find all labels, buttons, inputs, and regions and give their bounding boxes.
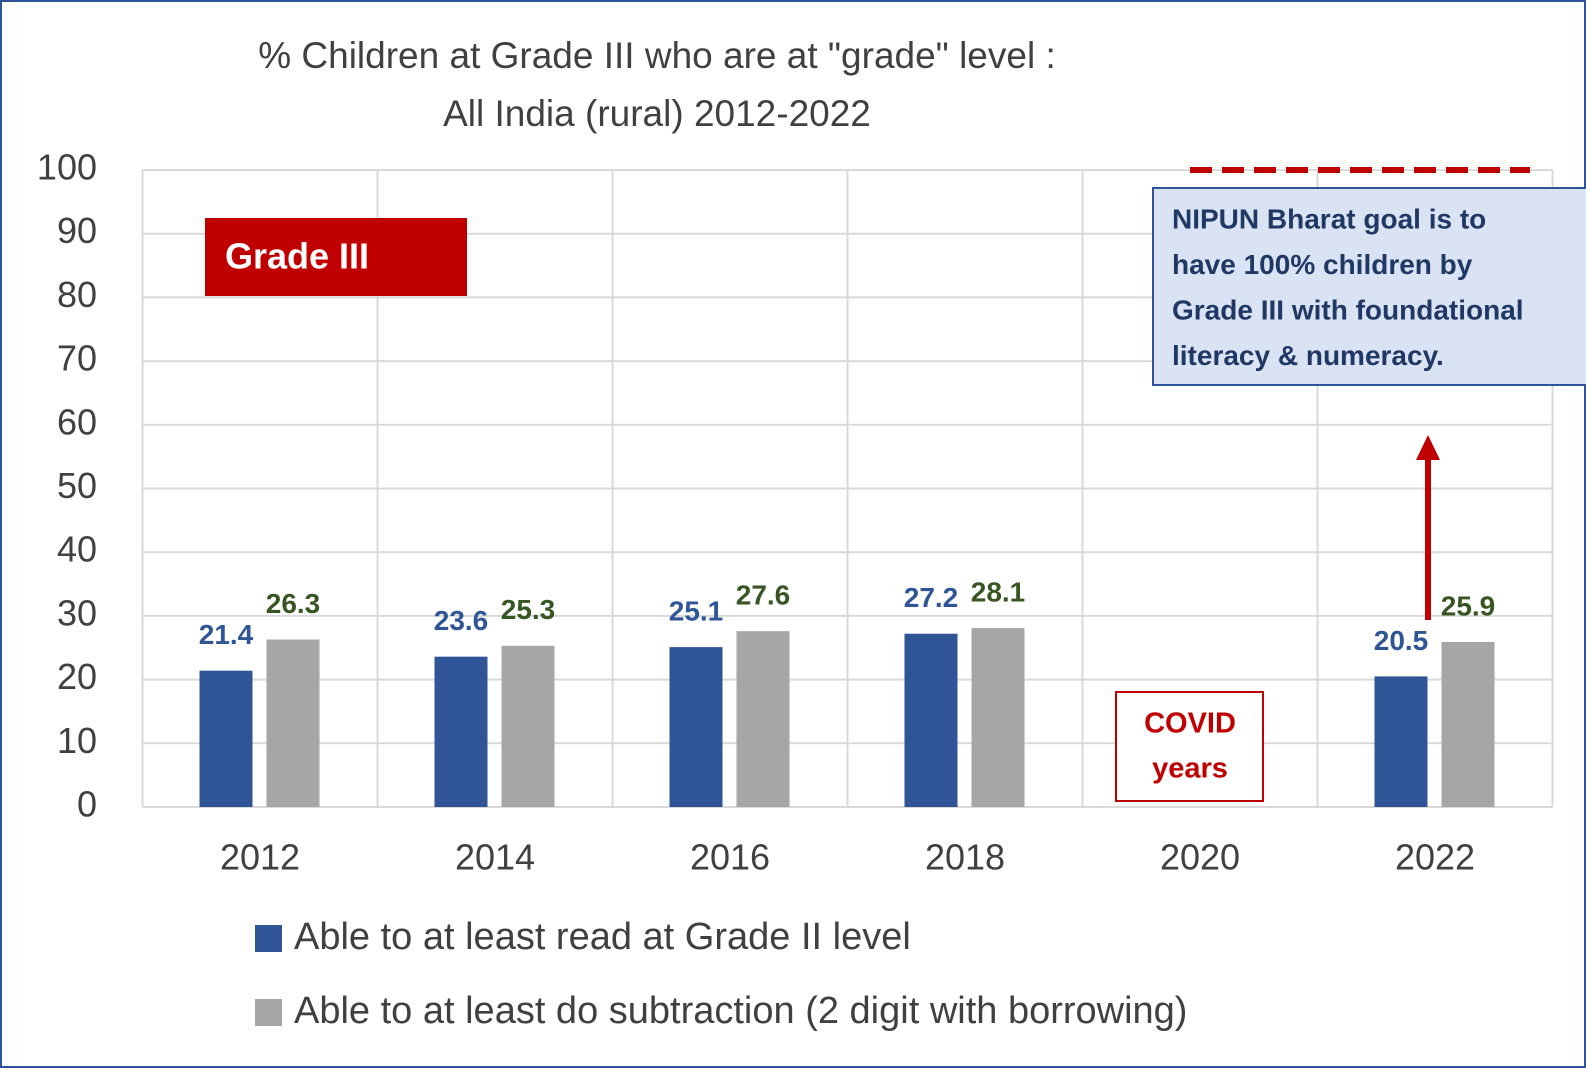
legend-swatch bbox=[255, 925, 282, 952]
y-tick-label: 100 bbox=[37, 147, 97, 188]
y-tick-label: 40 bbox=[57, 529, 97, 570]
data-label: 28.1 bbox=[971, 576, 1026, 607]
x-tick-label: 2018 bbox=[925, 837, 1005, 878]
x-tick-label: 2022 bbox=[1395, 837, 1475, 878]
arrow-head bbox=[1416, 435, 1440, 460]
x-tick-label: 2016 bbox=[690, 837, 770, 878]
y-tick-label: 50 bbox=[57, 465, 97, 506]
data-label: 25.1 bbox=[669, 596, 724, 627]
goal-label: have 100% children by bbox=[1172, 249, 1473, 280]
grade-label: Grade III bbox=[225, 236, 369, 277]
bar bbox=[434, 656, 488, 807]
x-tick-label: 2014 bbox=[455, 837, 535, 878]
x-tick-label: 2012 bbox=[220, 837, 300, 878]
y-tick-label: 60 bbox=[57, 401, 97, 442]
grade-box bbox=[205, 218, 467, 296]
bar bbox=[669, 647, 723, 807]
covid-label: COVID bbox=[1144, 708, 1236, 740]
data-label: 21.4 bbox=[199, 619, 254, 650]
data-label: 20.5 bbox=[1374, 625, 1429, 656]
data-label: 27.6 bbox=[736, 580, 791, 611]
goal-label: literacy & numeracy. bbox=[1172, 340, 1444, 371]
y-tick-label: 30 bbox=[57, 592, 97, 633]
data-label: 25.9 bbox=[1441, 590, 1496, 621]
y-tick-label: 70 bbox=[57, 338, 97, 379]
goal-label: Grade III with foundational bbox=[1172, 294, 1524, 325]
bar bbox=[904, 633, 958, 807]
data-label: 23.6 bbox=[434, 605, 489, 636]
data-label: 25.3 bbox=[501, 594, 556, 625]
chart-title: % Children at Grade III who are at "grad… bbox=[258, 35, 1056, 76]
legend-label: Able to at least do subtraction (2 digit… bbox=[294, 990, 1187, 1032]
data-label: 27.2 bbox=[904, 582, 959, 613]
bar bbox=[199, 670, 253, 807]
bar bbox=[266, 639, 320, 807]
y-tick-label: 80 bbox=[57, 274, 97, 315]
covid-box bbox=[1115, 691, 1264, 802]
bar bbox=[501, 645, 555, 807]
goal-label: NIPUN Bharat goal is to bbox=[1172, 203, 1486, 234]
covid-label: years bbox=[1152, 753, 1228, 785]
legend-label: Able to at least read at Grade II level bbox=[294, 916, 911, 958]
y-tick-label: 10 bbox=[57, 720, 97, 761]
y-tick-label: 90 bbox=[57, 210, 97, 251]
y-tick-label: 20 bbox=[57, 656, 97, 697]
bar bbox=[971, 628, 1025, 807]
marks: 21.4 26.3 23.6 25.3 25.1 27.6 27.2 28.1 20.5 25.9 bbox=[199, 576, 1496, 807]
chart-title: All India (rural) 2012-2022 bbox=[443, 93, 871, 134]
bar bbox=[736, 631, 790, 807]
goal-box bbox=[1152, 187, 1586, 386]
bar bbox=[1374, 676, 1428, 807]
y-tick-label: 0 bbox=[77, 784, 97, 825]
x-tick-label: 2020 bbox=[1160, 837, 1240, 878]
data-label: 26.3 bbox=[266, 588, 321, 619]
legend-swatch bbox=[255, 999, 282, 1026]
grid bbox=[141, 169, 1554, 808]
bar bbox=[1441, 642, 1495, 807]
